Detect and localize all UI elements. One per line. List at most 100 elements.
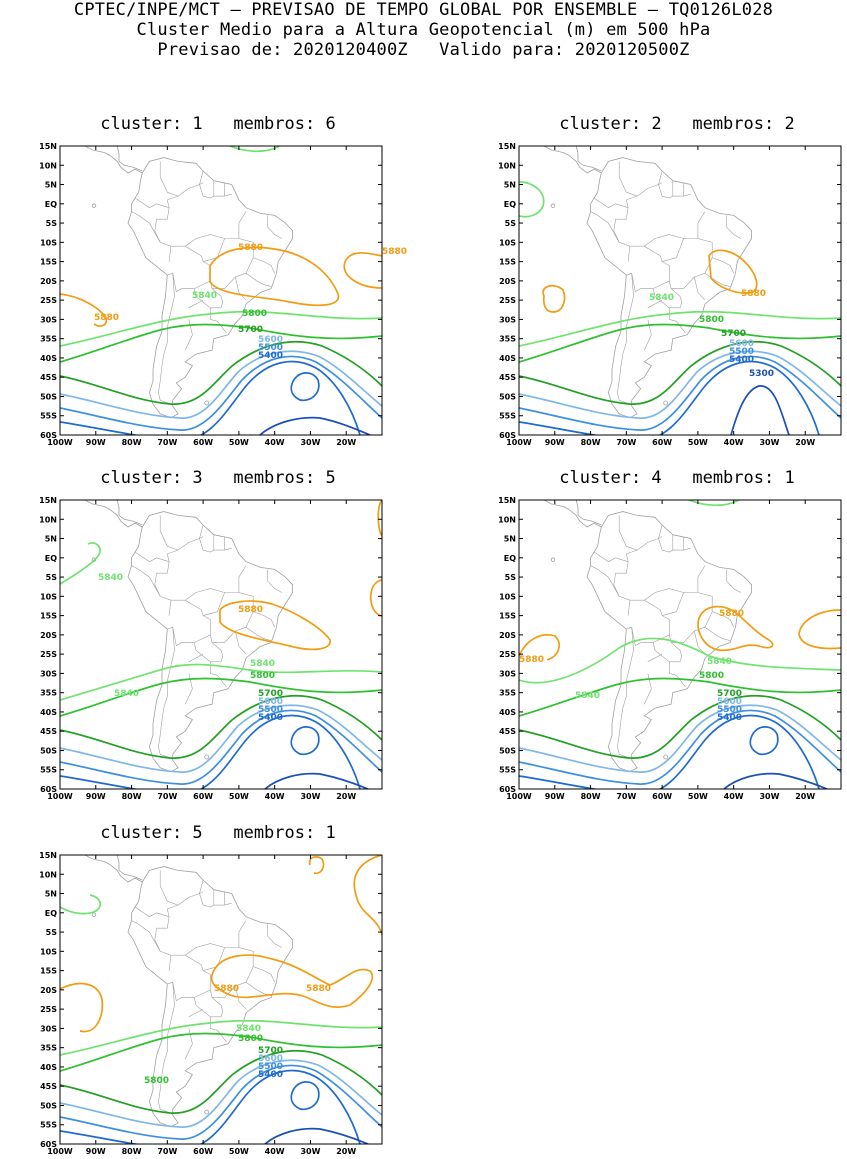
contour-label: 5700 <box>238 325 263 335</box>
contour-line <box>60 355 382 431</box>
lat-tick-label: 60S <box>499 785 516 794</box>
country-border <box>643 673 652 705</box>
lon-tick-label: 90W <box>86 438 106 447</box>
contour-line <box>519 355 841 431</box>
lat-tick-label: 10N <box>39 161 57 170</box>
lat-tick-label: 10N <box>498 515 516 524</box>
lon-tick-label: 40W <box>724 438 744 447</box>
country-border <box>694 276 706 301</box>
contour-label: 5300 <box>749 369 774 379</box>
lat-tick-label: 5N <box>504 181 516 190</box>
country-border <box>199 524 232 553</box>
lat-tick-label: 5N <box>45 890 57 899</box>
lat-tick-label: 20S <box>499 631 516 640</box>
lon-tick-label: 20W <box>795 438 815 447</box>
lon-tick-label: 50W <box>229 792 249 801</box>
lat-tick-label: 5S <box>46 219 58 228</box>
contour-line <box>60 714 361 789</box>
header-title: CPTEC/INPE/MCT — PREVISAO DE TEMPO GLOBA… <box>73 0 774 20</box>
lat-tick-label: 45S <box>40 373 57 382</box>
country-border <box>669 307 686 334</box>
country-border <box>245 272 272 287</box>
country-border <box>618 161 638 197</box>
map-frame <box>59 145 383 436</box>
country-border <box>158 627 175 759</box>
country-border <box>626 599 670 647</box>
panel-title: cluster: 4 membros: 1 <box>559 468 795 488</box>
coastline <box>116 146 143 172</box>
contour-line <box>60 1049 382 1114</box>
lat-tick-label: 30S <box>40 669 57 678</box>
contour-label: 5800 <box>144 1076 169 1086</box>
lat-tick-label: 60S <box>499 431 516 440</box>
lat-tick-label: 25S <box>499 296 516 305</box>
contour-line <box>377 500 382 537</box>
lon-tick-label: 90W <box>86 792 106 801</box>
contour-label: 5880 <box>238 243 263 253</box>
lon-tick-label: 40W <box>265 438 285 447</box>
lon-tick-label: 20W <box>795 792 815 801</box>
island <box>663 754 669 760</box>
coastline <box>84 146 143 174</box>
contour-line <box>60 709 382 785</box>
contour-line <box>519 677 841 717</box>
country-border <box>167 954 211 1002</box>
coastline <box>575 146 602 172</box>
country-border <box>652 634 683 663</box>
contour-line <box>60 704 382 773</box>
lat-tick-label: 10S <box>40 238 57 247</box>
lat-tick-label: 45S <box>499 373 516 382</box>
map-frame <box>59 854 383 1145</box>
contour-label: 5400 <box>729 355 754 365</box>
country-border <box>203 947 239 971</box>
country-border <box>212 257 254 289</box>
contour-label: 5880 <box>94 313 119 323</box>
country-border <box>167 599 211 647</box>
country-border <box>267 215 282 239</box>
lat-tick-label: 15S <box>499 612 516 621</box>
lon-tick-label: 60W <box>193 792 213 801</box>
coastline <box>543 500 602 528</box>
lat-tick-label: 30S <box>499 669 516 678</box>
coastline <box>127 157 294 419</box>
country-border <box>159 870 179 906</box>
lat-tick-label: 40S <box>40 708 57 717</box>
contour-label: 5500 <box>258 343 283 353</box>
country-border <box>188 653 204 663</box>
lat-tick-label: 10N <box>39 870 57 879</box>
contour-line <box>60 1019 382 1056</box>
lat-tick-label: 45S <box>40 727 57 736</box>
country-border <box>134 551 150 562</box>
country-border <box>185 943 225 956</box>
lon-tick-label: 60W <box>193 438 213 447</box>
contour-line <box>519 694 841 759</box>
country-border <box>652 280 683 309</box>
lon-tick-label: 80W <box>122 438 142 447</box>
contour-label: 5700 <box>717 689 742 699</box>
lon-tick-label: 100W <box>47 438 73 447</box>
country-border <box>613 536 663 601</box>
contour-label: 5840 <box>707 657 732 667</box>
contour-line <box>60 982 104 1033</box>
header-dates: Previsao de: 2020120400Z Valido para: 20… <box>157 40 690 60</box>
lat-tick-label: 60S <box>40 431 57 440</box>
island <box>550 203 556 208</box>
lon-tick-label: 20W <box>336 792 356 801</box>
lat-tick-label: 15N <box>39 496 57 505</box>
lat-tick-label: 5S <box>46 928 58 937</box>
lat-tick-label: 5S <box>46 573 58 582</box>
lat-tick-label: 45S <box>40 1082 57 1091</box>
lon-tick-label: 40W <box>724 792 744 801</box>
country-border <box>158 273 175 405</box>
lat-tick-label: 10S <box>499 592 516 601</box>
lon-tick-label: 80W <box>581 792 601 801</box>
contour-label: 5400 <box>717 713 742 723</box>
lat-tick-label: 15N <box>498 496 516 505</box>
country-border <box>158 982 175 1114</box>
lat-tick-label: 15S <box>499 258 516 267</box>
contour-line <box>519 637 841 684</box>
contour-label: 5600 <box>258 335 283 345</box>
country-border <box>245 626 272 641</box>
